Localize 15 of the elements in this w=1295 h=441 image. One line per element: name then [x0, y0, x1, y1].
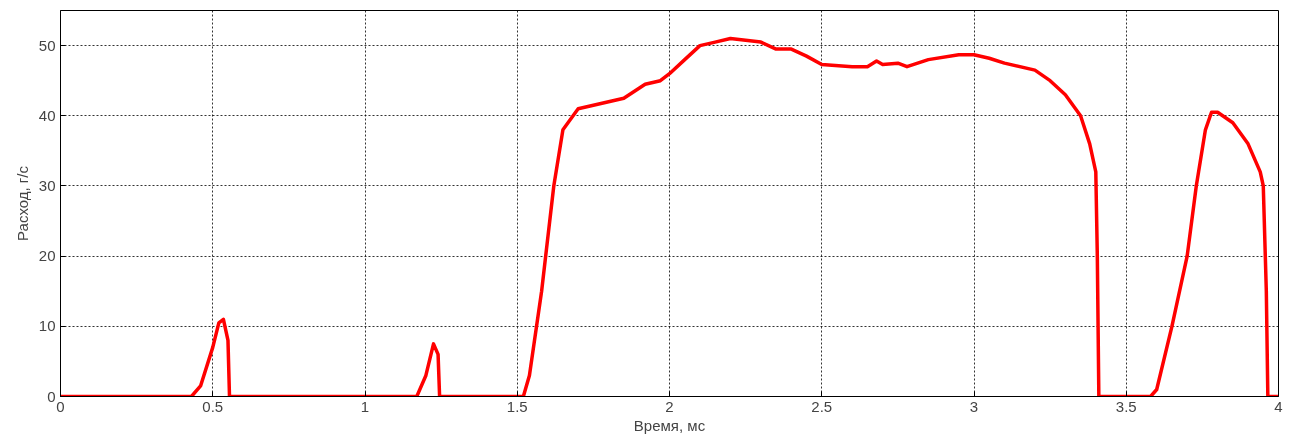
x-tick-label: 3	[969, 397, 979, 415]
x-tick-label: 1.5	[506, 397, 528, 415]
y-axis-title: Расход, г/с	[13, 165, 31, 241]
y-tick-label: 40	[38, 106, 56, 124]
y-tick-label: 30	[38, 176, 56, 194]
x-tick-label: 4	[1274, 397, 1283, 415]
x-tick-label: 2	[665, 397, 674, 415]
x-tick-label: 1	[360, 397, 370, 415]
x-tick-label: 2.5	[811, 397, 833, 415]
x-tick-label: 3.5	[1115, 397, 1137, 415]
x-axis-title: Время, мс	[633, 416, 706, 434]
y-tick-label: 20	[38, 247, 56, 265]
x-tick-label: 0.5	[202, 397, 224, 415]
y-tick-label: 50	[38, 36, 56, 54]
y-tick-label: 10	[38, 317, 56, 335]
